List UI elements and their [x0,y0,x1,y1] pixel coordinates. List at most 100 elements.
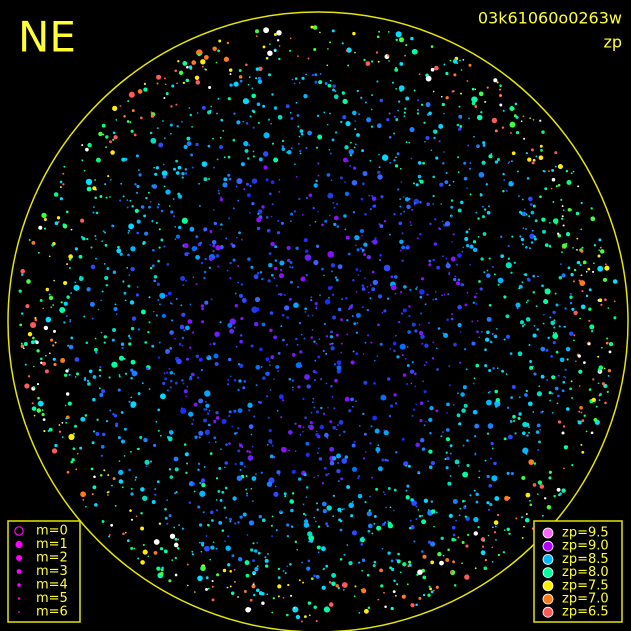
star [156,566,161,571]
star [304,307,308,311]
star [383,430,389,436]
star [270,355,275,359]
star [215,509,219,512]
zp-symbol [542,527,554,539]
star [482,232,487,236]
star [100,299,102,302]
star [598,365,604,370]
star [325,352,328,355]
star [141,382,144,385]
star [313,340,316,343]
star [218,39,222,43]
star [250,344,254,348]
star [130,129,134,133]
star [212,250,215,253]
star [509,419,513,423]
star [159,434,162,437]
star [171,303,173,305]
star [94,347,98,352]
star [529,203,533,206]
star [341,42,344,45]
star [355,352,359,356]
star [310,25,314,29]
star [333,363,336,366]
star [474,423,480,429]
star [108,535,111,538]
star [554,151,558,155]
star [233,409,237,413]
star [181,171,185,176]
star [497,553,501,557]
star [376,123,382,129]
star [278,57,281,61]
star [597,265,604,272]
star [390,606,394,611]
star [537,275,539,278]
star [532,483,537,487]
star [305,273,308,277]
star [270,122,272,125]
star [594,400,596,403]
star [215,499,218,501]
star [166,371,169,374]
star [453,584,457,587]
star [157,203,160,206]
star [74,247,79,251]
star [421,519,427,525]
star [161,566,164,570]
star [557,232,560,235]
star [92,485,97,490]
star [379,98,384,103]
star [345,121,351,127]
star [511,151,516,156]
star [267,416,270,419]
star [199,482,202,485]
star [504,495,510,501]
star [528,344,531,346]
star [494,160,499,164]
star [162,163,165,166]
star [578,410,581,413]
star [421,514,423,517]
star [155,314,158,317]
star [450,205,454,209]
star [331,572,337,578]
star [389,347,392,350]
star [121,346,124,350]
star [337,307,342,312]
star [509,121,516,128]
star [284,572,287,575]
star [488,257,491,260]
star [398,100,401,103]
star [525,245,528,249]
star [134,479,137,481]
star [130,376,133,380]
star [332,515,335,518]
star [157,408,161,412]
star [494,400,501,407]
star [143,82,146,85]
star [324,82,328,85]
magnitude-symbol [17,597,21,600]
star [399,88,403,92]
star [353,595,356,598]
star [271,142,275,145]
star [383,591,385,594]
star [387,523,394,529]
star [486,210,491,215]
star [256,226,261,231]
star [483,208,487,211]
star [139,116,143,120]
star [39,298,43,302]
star [387,551,391,555]
star [201,105,206,110]
star [227,535,230,538]
star [440,95,443,98]
star [532,158,536,162]
star [124,299,127,302]
star [613,316,617,320]
star [181,344,184,347]
star [257,209,263,214]
magnitude-symbol [17,583,21,587]
star [613,300,616,303]
